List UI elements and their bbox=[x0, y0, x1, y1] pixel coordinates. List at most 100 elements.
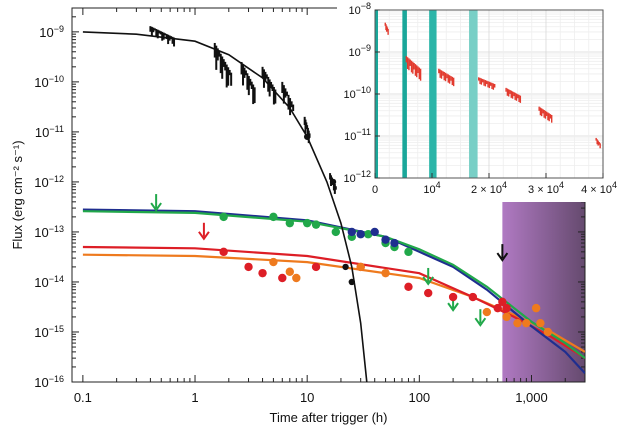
inset-y-tick-label-exp: −8 bbox=[361, 1, 371, 11]
inset-x-tick-label: 104 bbox=[423, 180, 440, 196]
inset-x-tick-label: 0 bbox=[372, 184, 378, 196]
y-tick-label: 10−15 bbox=[34, 324, 64, 340]
red-data-point bbox=[219, 247, 228, 257]
y-tick-label: 10−11 bbox=[35, 124, 64, 140]
black-xray-point bbox=[329, 178, 337, 186]
y-tick-label-base: 10 bbox=[34, 375, 48, 390]
inset-x-tick-label: 2 × 104 bbox=[471, 180, 507, 196]
y-tick-label-base: 10 bbox=[34, 75, 48, 90]
orange-data-point bbox=[536, 318, 545, 328]
y-tick-label-exp: −16 bbox=[49, 374, 64, 384]
x-tick-label: 0.1 bbox=[74, 390, 92, 405]
blue-data-point bbox=[356, 230, 365, 239]
blue-data-point bbox=[381, 235, 390, 244]
main-data-layer bbox=[82, 26, 585, 382]
y-tick-label: 10−16 bbox=[34, 374, 64, 390]
orange-data-point bbox=[502, 312, 511, 322]
red-data-point bbox=[493, 303, 502, 313]
inset-y-tick-label-base: 10 bbox=[344, 131, 356, 143]
inset-y-tick-label: 10−10 bbox=[343, 85, 371, 101]
inset-y-tick-label-base: 10 bbox=[348, 5, 360, 17]
green-data-point bbox=[302, 218, 312, 228]
x-tick-label: 1,000 bbox=[515, 390, 548, 405]
x-tick-label: 1 bbox=[191, 390, 198, 405]
inset-x-tick-label-exp: 4 bbox=[436, 180, 441, 190]
inset-coverage-band bbox=[429, 10, 437, 178]
red-data-point bbox=[502, 303, 511, 313]
green-upper-limit-arrow-head bbox=[447, 302, 459, 312]
y-tick-label-base: 10 bbox=[34, 175, 48, 190]
orange-data-point bbox=[269, 257, 278, 267]
y-tick-label: 10−10 bbox=[34, 74, 64, 90]
y-tick-label-base: 10 bbox=[34, 275, 48, 290]
orange-data-point bbox=[285, 267, 295, 276]
y-tick-label-exp: −11 bbox=[49, 124, 64, 134]
red-data-point bbox=[258, 268, 267, 278]
inset-y-tick-label-base: 10 bbox=[343, 173, 355, 185]
y-tick-label-exp: −13 bbox=[49, 224, 64, 234]
orange-data-point bbox=[292, 273, 301, 283]
inset-y-tick-label-exp: −12 bbox=[356, 169, 371, 179]
red-data-point bbox=[498, 297, 507, 307]
orange-data-point bbox=[522, 318, 531, 328]
y-tick-label-exp: −15 bbox=[49, 324, 64, 334]
inset-x-tick-label-exp: 4 bbox=[612, 180, 617, 190]
x-tick-label: 10 bbox=[300, 390, 314, 405]
inset-coverage-band bbox=[402, 10, 407, 178]
inset-y-tick-label-base: 10 bbox=[343, 89, 355, 101]
inset-coverage-band bbox=[469, 10, 478, 178]
inset-y-tick-label: 10−11 bbox=[344, 127, 371, 143]
y-tick-label-base: 10 bbox=[34, 325, 48, 340]
black-upper-limit-arrow-head bbox=[496, 252, 509, 262]
orange-data-point bbox=[531, 303, 541, 313]
orange-data-point bbox=[513, 318, 522, 328]
green-upper-limit-arrow-head bbox=[474, 317, 487, 327]
inset-x-tick-label-base: 4 × 10 bbox=[581, 184, 612, 196]
green-data-point bbox=[311, 220, 321, 229]
red-upper-limit-arrow-head bbox=[198, 231, 210, 241]
inset-x-tick-label: 4 × 104 bbox=[581, 180, 617, 196]
black-xray-model-curve bbox=[82, 31, 368, 382]
red-data-point bbox=[244, 262, 253, 272]
inset-y-tick-label-base: 10 bbox=[348, 47, 360, 59]
green-upper-limit-arrow-head bbox=[422, 276, 435, 286]
x-axis-title: Time after trigger (h) bbox=[270, 410, 388, 425]
y-tick-label: 10−12 bbox=[34, 174, 64, 190]
inset-background bbox=[337, 6, 625, 202]
inset-y-tick-label-exp: −9 bbox=[361, 43, 371, 53]
black-xray-point bbox=[348, 278, 356, 286]
inset-x-tick-label: 3 × 104 bbox=[528, 180, 564, 196]
blue-data-point bbox=[370, 227, 379, 237]
inset-y-tick-label: 10−12 bbox=[343, 169, 371, 185]
inset-x-tick-label-base: 10 bbox=[423, 184, 435, 196]
inset-x-tick-label-exp: 4 bbox=[559, 180, 564, 190]
orange-data-point bbox=[381, 268, 390, 278]
red-data-point bbox=[278, 273, 287, 283]
inset-x-tick-label-base: 3 × 10 bbox=[528, 184, 559, 196]
blue-data-point bbox=[390, 238, 399, 248]
green-data-point bbox=[269, 212, 278, 222]
y-tick-label-exp: −14 bbox=[49, 274, 64, 284]
red-data-point bbox=[468, 292, 478, 302]
green-data-point bbox=[285, 218, 295, 228]
y-tick-label-exp: −10 bbox=[49, 74, 64, 84]
y-tick-label-base: 10 bbox=[35, 125, 49, 140]
y-tick-label: 10−14 bbox=[34, 274, 64, 290]
black-xray-point bbox=[303, 133, 311, 140]
inset-y-tick-label: 10−8 bbox=[348, 1, 371, 17]
green-upper-limit-arrow-head bbox=[150, 202, 162, 212]
inset-y-tick-label-exp: −10 bbox=[356, 85, 371, 95]
red-data-point bbox=[404, 282, 413, 292]
green-data-point bbox=[404, 247, 413, 257]
black-xray-point bbox=[342, 263, 349, 271]
blue-data-point bbox=[347, 227, 357, 237]
inset-y-tick-label-exp: −11 bbox=[356, 127, 371, 137]
green-data-point bbox=[331, 227, 341, 237]
orange-data-point bbox=[543, 327, 553, 337]
red-data-point bbox=[424, 288, 433, 298]
y-tick-label-base: 10 bbox=[34, 225, 48, 240]
y-tick-label-exp: −9 bbox=[54, 24, 64, 34]
green-data-point bbox=[363, 230, 373, 239]
